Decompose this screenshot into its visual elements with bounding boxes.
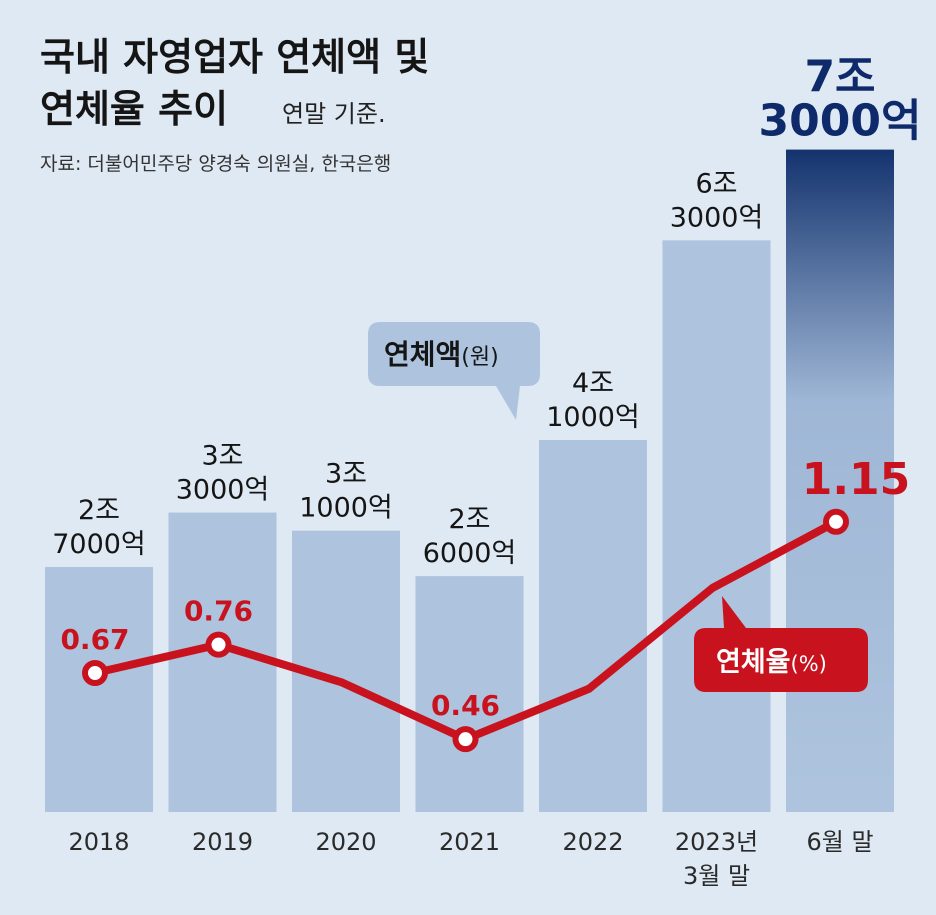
bar-4: [539, 439, 647, 812]
x-tick-label-0-0: 2018: [68, 828, 129, 856]
rate-value-label-3: 0.46: [431, 689, 500, 722]
bar-5: [662, 240, 771, 813]
legend-amount-label: 연체액: [384, 338, 461, 371]
x-tick-label-4-0: 2022: [562, 828, 623, 856]
bar-value-label-4-1: 1000억: [546, 402, 640, 433]
svg-text:연체액(원): 연체액(원): [384, 338, 499, 371]
svg-text:연체율(%): 연체율(%): [716, 647, 827, 678]
rate-value-label-6: 1.15: [802, 454, 911, 505]
bar-value-label-0-0: 2조: [78, 495, 120, 526]
x-tick-label-5-1: 3월 말: [683, 862, 750, 890]
rate-point-1: [205, 631, 232, 658]
bar-0: [45, 567, 153, 812]
rate-point-6: [823, 508, 849, 535]
x-tick-label-6-0: 6월 말: [806, 828, 873, 856]
legend-amount-callout: 연체액(원): [368, 322, 540, 420]
bar-value-label-4-0: 4조: [572, 368, 614, 399]
x-tick-label-5-0: 2023년: [675, 828, 758, 856]
bar-value-label-5-1: 3000억: [670, 202, 764, 233]
chart-title-line1: 국내 자영업자 연체액 및: [40, 35, 429, 79]
x-tick-label-2-0: 2020: [315, 828, 376, 856]
rate-point-0: [82, 660, 108, 686]
x-axis-ticks: 2018 2019 2020 2021 2022 2023년 3월 말 6월 말: [68, 828, 873, 890]
legend-amount-unit: (원): [461, 345, 498, 370]
chart-unit-note: 연말 기준.: [282, 100, 386, 128]
bar-value-label-5-0: 6조: [695, 168, 737, 199]
rate-point-3: [452, 726, 479, 753]
bar-value-label-2-0: 3조: [325, 459, 367, 490]
legend-rate-callout: 연체율(%): [694, 596, 868, 692]
rate-line-series: [82, 508, 849, 753]
bar-value-label-3-0: 2조: [448, 504, 490, 535]
x-tick-label-3-0: 2021: [439, 828, 500, 856]
chart-source: 자료: 더불어민주당 양경숙 의원실, 한국은행: [40, 153, 391, 175]
rate-value-labels: 0.67 0.76 0.46 1.15: [60, 454, 910, 722]
bar-value-label-6-0: 7조: [804, 52, 875, 103]
bar-series: [45, 149, 894, 813]
bar-value-label-2-1: 1000억: [299, 493, 393, 524]
bar-value-label-1-0: 3조: [201, 441, 243, 472]
bar-value-label-6-1: 3000억: [759, 96, 922, 147]
bar-6: [786, 149, 894, 812]
rate-value-label-1: 0.76: [184, 595, 253, 628]
rate-value-label-0: 0.67: [60, 623, 129, 656]
legend-rate-label: 연체율: [716, 647, 791, 678]
bar-value-label-1-1: 3000억: [176, 475, 270, 506]
bar-3: [415, 576, 524, 812]
x-tick-label-1-0: 2019: [192, 828, 253, 856]
bar-value-label-0-1: 7000억: [52, 529, 146, 560]
bar-1: [168, 512, 277, 812]
chart-title-line2: 연체율 추이: [40, 87, 228, 131]
bar-value-label-3-1: 6000억: [423, 538, 517, 569]
legend-rate-unit: (%): [791, 652, 827, 676]
